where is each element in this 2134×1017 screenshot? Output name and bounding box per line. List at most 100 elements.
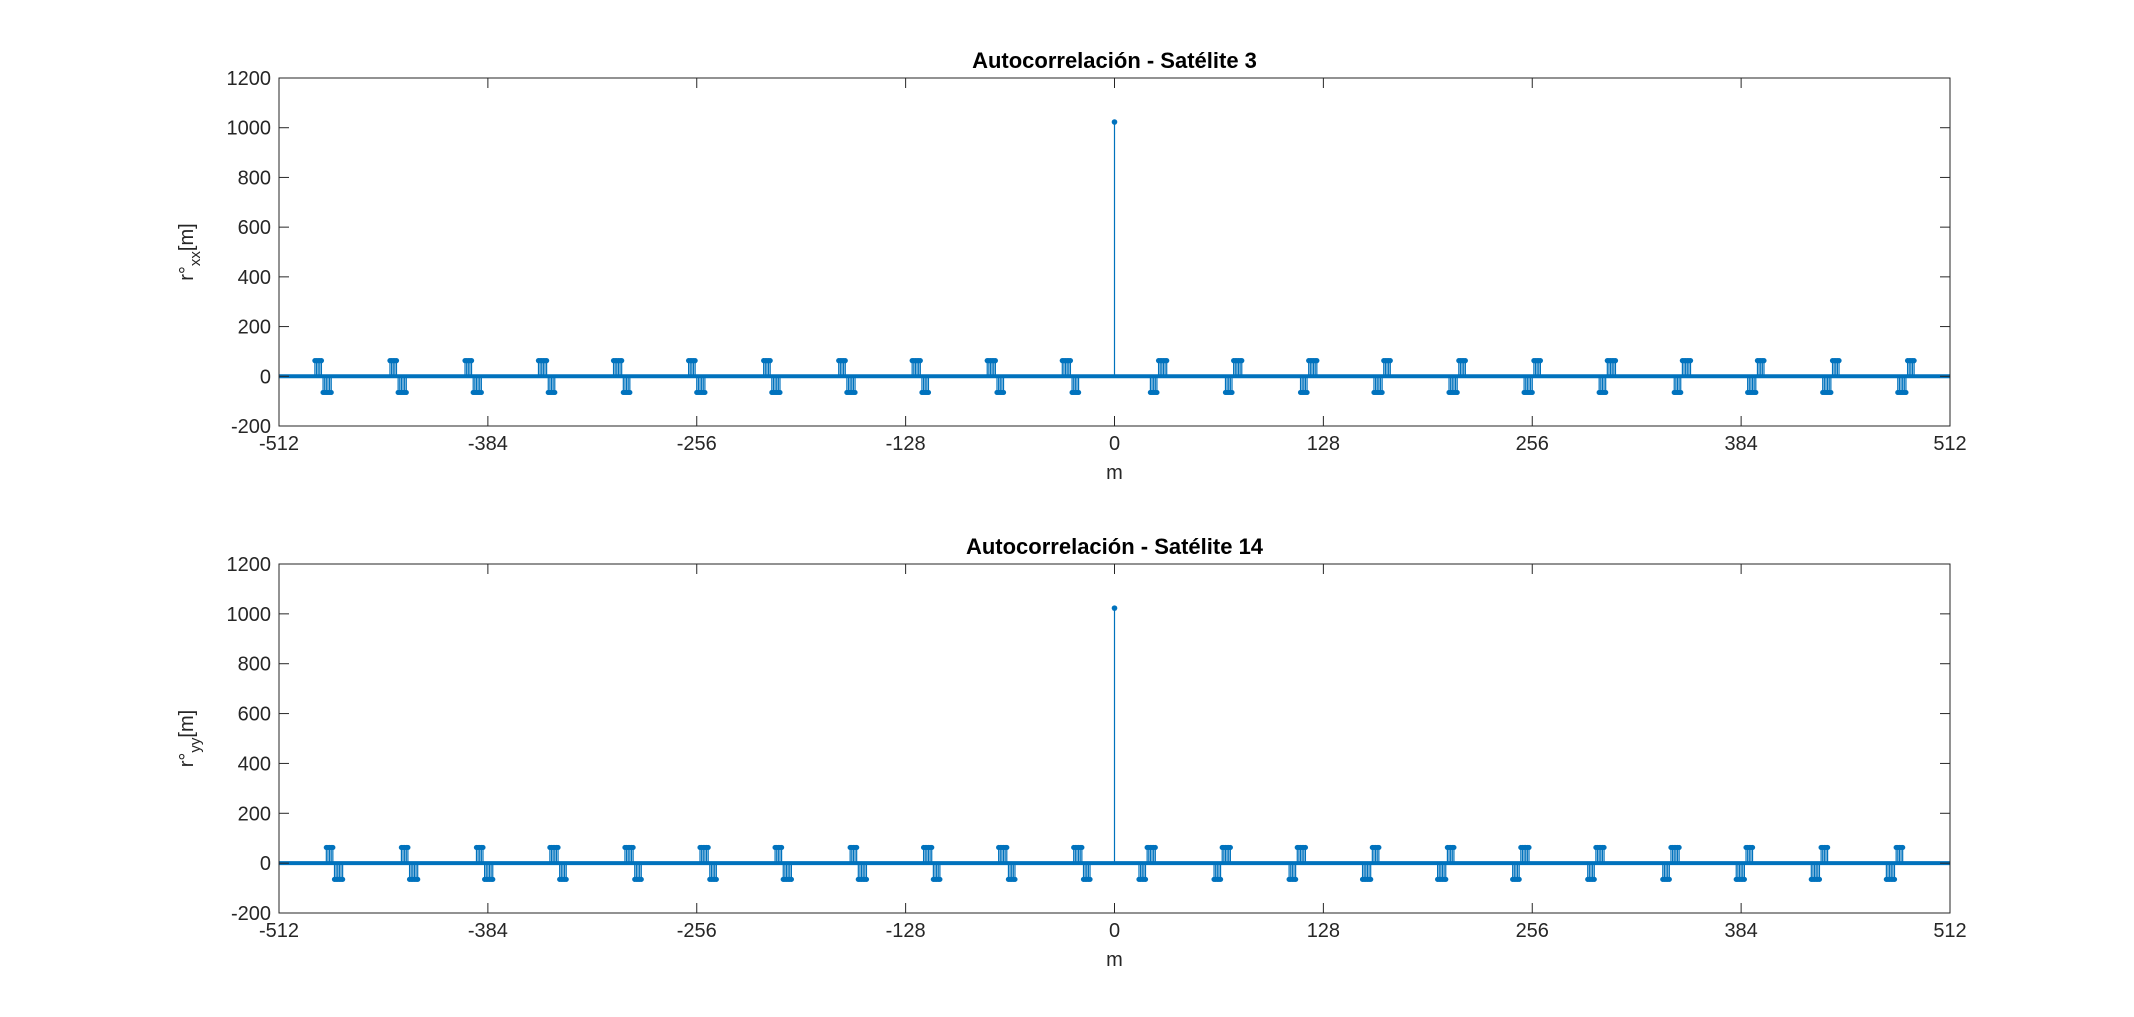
stem-marker [1379, 389, 1385, 396]
x-tick-label: 0 [1109, 920, 1120, 942]
y-axis-label: r°yy[m] [176, 710, 204, 767]
x-tick-label: -128 [886, 920, 926, 942]
stem-marker [630, 844, 636, 851]
stem-marker [480, 844, 486, 851]
stem-marker [1537, 358, 1544, 364]
y-axis-label-main: r° [176, 266, 198, 281]
stem-marker [478, 389, 484, 396]
stem-marker [863, 876, 870, 882]
y-axis-label: r°xx[m] [176, 223, 204, 280]
stem-marker [702, 389, 708, 396]
stem-series [279, 119, 1950, 396]
stem-marker [929, 844, 935, 851]
stem-marker [1152, 844, 1158, 851]
stem-marker [1304, 389, 1310, 396]
x-tick-label: -256 [677, 920, 717, 942]
y-tick-label: 800 [238, 654, 271, 676]
stem-marker [563, 876, 569, 882]
stem-marker [1816, 876, 1823, 882]
y-tick-label: 0 [260, 366, 271, 388]
stem-marker [779, 844, 785, 851]
y-tick-label: 400 [238, 267, 271, 289]
y-axis-label-subscript: yy [187, 737, 204, 753]
stem-marker [1142, 876, 1149, 882]
stem-marker [1591, 876, 1597, 882]
stem-marker [1526, 844, 1532, 851]
stem-marker [638, 876, 644, 882]
y-tick-label: 200 [238, 317, 271, 339]
stem-marker [692, 358, 698, 364]
stem-marker [1000, 389, 1007, 396]
y-tick-label: -200 [231, 903, 271, 925]
stem-marker [1741, 876, 1747, 882]
y-tick-label: -200 [231, 416, 271, 438]
peak-marker [1111, 119, 1118, 125]
stem-marker [1753, 389, 1759, 396]
y-tick-label: 600 [238, 217, 271, 239]
y-tick-labels: -200 0 200 400 600 800 1000 1200 [227, 68, 272, 438]
peak-marker [1111, 605, 1118, 611]
y-axis-label-suffix: [m] [176, 223, 198, 251]
x-tick-label: -512 [259, 920, 299, 942]
tick-marks [278, 77, 1951, 427]
stem-marker [1903, 389, 1909, 396]
stem-marker [1075, 389, 1082, 396]
stem-marker [1368, 876, 1374, 882]
x-tick-label: 512 [1933, 433, 1966, 455]
x-tick-label: -512 [259, 433, 299, 455]
stem-marker [788, 876, 794, 882]
x-tick-label: -128 [886, 433, 926, 455]
stem-marker [1314, 358, 1320, 364]
stem-marker [705, 844, 711, 851]
stem-marker [1836, 358, 1842, 364]
stem-marker [767, 358, 773, 364]
x-tick-label: 512 [1933, 920, 1966, 942]
stem-marker [1067, 358, 1074, 364]
stem-marker [1687, 358, 1694, 364]
y-tick-label: 800 [238, 167, 271, 189]
stem-marker [1217, 876, 1224, 882]
subplot-satellite-3: -512 -384 -256 -128 0 128 256 384 512 -200 0 200 40… [176, 48, 1967, 484]
stem-marker [1443, 876, 1449, 882]
x-tick-labels: -512 -384 -256 -128 0 128 256 384 512 [259, 920, 1967, 942]
stem-marker [1825, 844, 1831, 851]
stem-marker [1454, 389, 1460, 396]
y-tick-label: 400 [238, 753, 271, 775]
stem-marker [328, 389, 334, 396]
stem-marker [330, 844, 336, 851]
x-tick-label: -384 [468, 433, 508, 455]
stem-marker [842, 358, 848, 364]
x-tick-label: 384 [1724, 433, 1757, 455]
y-tick-labels: -200 0 200 400 600 800 1000 1200 [227, 554, 272, 925]
stem-marker [1749, 844, 1756, 851]
y-tick-label: 1200 [227, 68, 272, 90]
stem-marker [992, 358, 998, 364]
stem-marker [1229, 389, 1235, 396]
stem-marker [854, 844, 860, 851]
stem-marker [1079, 844, 1085, 851]
tick-marks [278, 563, 1951, 914]
stem-marker [1087, 876, 1093, 882]
stem-marker [1761, 358, 1767, 364]
y-tick-label: 0 [260, 853, 271, 875]
x-axis-label: m [1106, 949, 1123, 971]
stem-marker [917, 358, 923, 364]
stem-marker [1302, 844, 1309, 851]
y-tick-label: 1000 [227, 604, 272, 626]
stem-marker [552, 389, 558, 396]
stem-marker [1828, 389, 1834, 396]
stem-marker [393, 358, 400, 364]
x-tick-label: 128 [1307, 920, 1340, 942]
chart-title: Autocorrelación - Satélite 3 [972, 48, 1257, 73]
stem-marker [1004, 844, 1010, 851]
chart-title: Autocorrelación - Satélite 14 [966, 534, 1264, 559]
stem-marker [1676, 844, 1682, 851]
stem-marker [1603, 389, 1609, 396]
stem-marker [405, 844, 411, 851]
y-tick-label: 1200 [227, 554, 272, 576]
stem-marker [1293, 876, 1299, 882]
stem-marker [1516, 876, 1522, 882]
stem-marker [555, 844, 561, 851]
stem-marker [403, 389, 409, 396]
